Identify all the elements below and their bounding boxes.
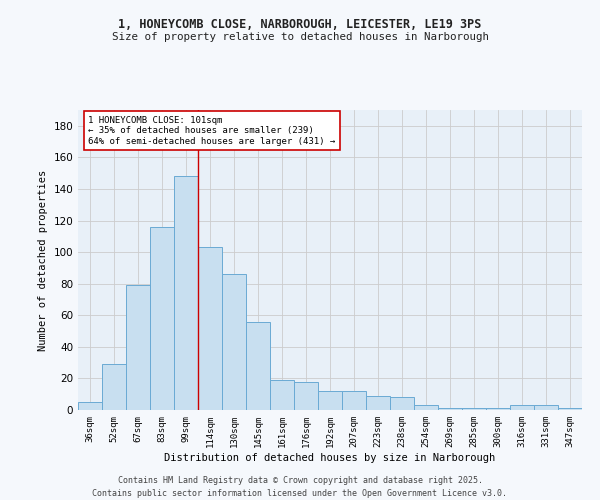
X-axis label: Distribution of detached houses by size in Narborough: Distribution of detached houses by size … [164, 452, 496, 462]
Bar [126, 286, 150, 410]
Bar [438, 408, 462, 410]
Bar [390, 398, 414, 410]
Bar [558, 408, 582, 410]
Bar [222, 274, 246, 410]
Bar [342, 391, 366, 410]
Bar [294, 382, 318, 410]
Bar [174, 176, 198, 410]
Bar [510, 406, 534, 410]
Text: Contains HM Land Registry data © Crown copyright and database right 2025.
Contai: Contains HM Land Registry data © Crown c… [92, 476, 508, 498]
Bar [198, 248, 222, 410]
Bar [462, 408, 486, 410]
Text: 1, HONEYCOMB CLOSE, NARBOROUGH, LEICESTER, LE19 3PS: 1, HONEYCOMB CLOSE, NARBOROUGH, LEICESTE… [118, 18, 482, 30]
Bar [366, 396, 390, 410]
Bar [534, 406, 558, 410]
Text: 1 HONEYCOMB CLOSE: 101sqm
← 35% of detached houses are smaller (239)
64% of semi: 1 HONEYCOMB CLOSE: 101sqm ← 35% of detac… [88, 116, 335, 146]
Y-axis label: Number of detached properties: Number of detached properties [38, 170, 48, 350]
Bar [318, 391, 342, 410]
Bar [246, 322, 270, 410]
Bar [414, 406, 438, 410]
Text: Size of property relative to detached houses in Narborough: Size of property relative to detached ho… [112, 32, 488, 42]
Bar [486, 408, 510, 410]
Bar [270, 380, 294, 410]
Bar [102, 364, 126, 410]
Bar [150, 227, 174, 410]
Bar [78, 402, 102, 410]
